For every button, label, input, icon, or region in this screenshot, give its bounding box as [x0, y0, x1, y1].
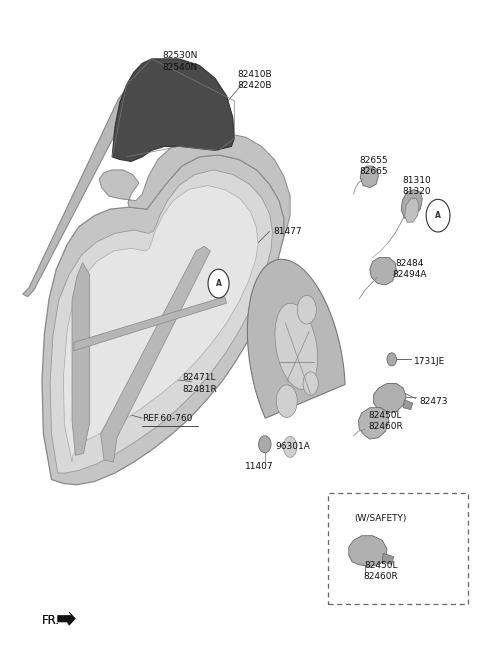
- Text: FR.: FR.: [42, 614, 60, 627]
- Polygon shape: [101, 247, 210, 462]
- Polygon shape: [284, 436, 297, 457]
- Polygon shape: [99, 133, 290, 237]
- Polygon shape: [359, 407, 389, 439]
- Polygon shape: [276, 385, 297, 417]
- Polygon shape: [112, 59, 234, 161]
- Polygon shape: [23, 92, 129, 297]
- Polygon shape: [63, 186, 258, 462]
- Polygon shape: [42, 155, 284, 485]
- Text: 82473: 82473: [419, 397, 447, 405]
- Polygon shape: [360, 166, 378, 188]
- Text: 11407: 11407: [245, 462, 274, 471]
- Polygon shape: [50, 170, 273, 473]
- Text: 81310
81320: 81310 81320: [402, 176, 431, 195]
- Text: 82471L
82481R: 82471L 82481R: [182, 373, 217, 394]
- Polygon shape: [72, 262, 90, 455]
- Polygon shape: [297, 295, 316, 324]
- Text: 82655
82665: 82655 82665: [360, 156, 388, 176]
- Text: 81477: 81477: [274, 227, 302, 236]
- Text: 96301A: 96301A: [276, 442, 311, 451]
- Text: 1731JE: 1731JE: [414, 358, 445, 367]
- Text: A: A: [435, 211, 441, 220]
- Polygon shape: [370, 257, 396, 285]
- Polygon shape: [349, 536, 387, 566]
- Text: 82450L
82460R: 82450L 82460R: [363, 561, 398, 581]
- Polygon shape: [247, 259, 345, 419]
- Polygon shape: [401, 190, 422, 218]
- Text: REF.60-760: REF.60-760: [142, 414, 192, 422]
- Polygon shape: [405, 199, 419, 222]
- Circle shape: [426, 199, 450, 232]
- Text: (W/SAFETY): (W/SAFETY): [355, 514, 407, 523]
- Polygon shape: [403, 400, 413, 409]
- Text: A: A: [216, 279, 221, 288]
- Text: 82484
82494A: 82484 82494A: [392, 259, 427, 279]
- Text: 82450L
82460R: 82450L 82460R: [368, 411, 403, 431]
- Circle shape: [387, 353, 396, 366]
- Polygon shape: [303, 372, 318, 396]
- Text: 82530N
82540N: 82530N 82540N: [163, 51, 198, 72]
- Text: FR.: FR.: [42, 614, 60, 627]
- Polygon shape: [382, 554, 394, 564]
- Polygon shape: [373, 384, 406, 413]
- Polygon shape: [58, 612, 75, 625]
- Text: 82410B
82420B: 82410B 82420B: [237, 70, 272, 90]
- Polygon shape: [74, 297, 227, 351]
- Circle shape: [208, 269, 229, 298]
- Circle shape: [259, 436, 271, 453]
- Polygon shape: [275, 303, 318, 390]
